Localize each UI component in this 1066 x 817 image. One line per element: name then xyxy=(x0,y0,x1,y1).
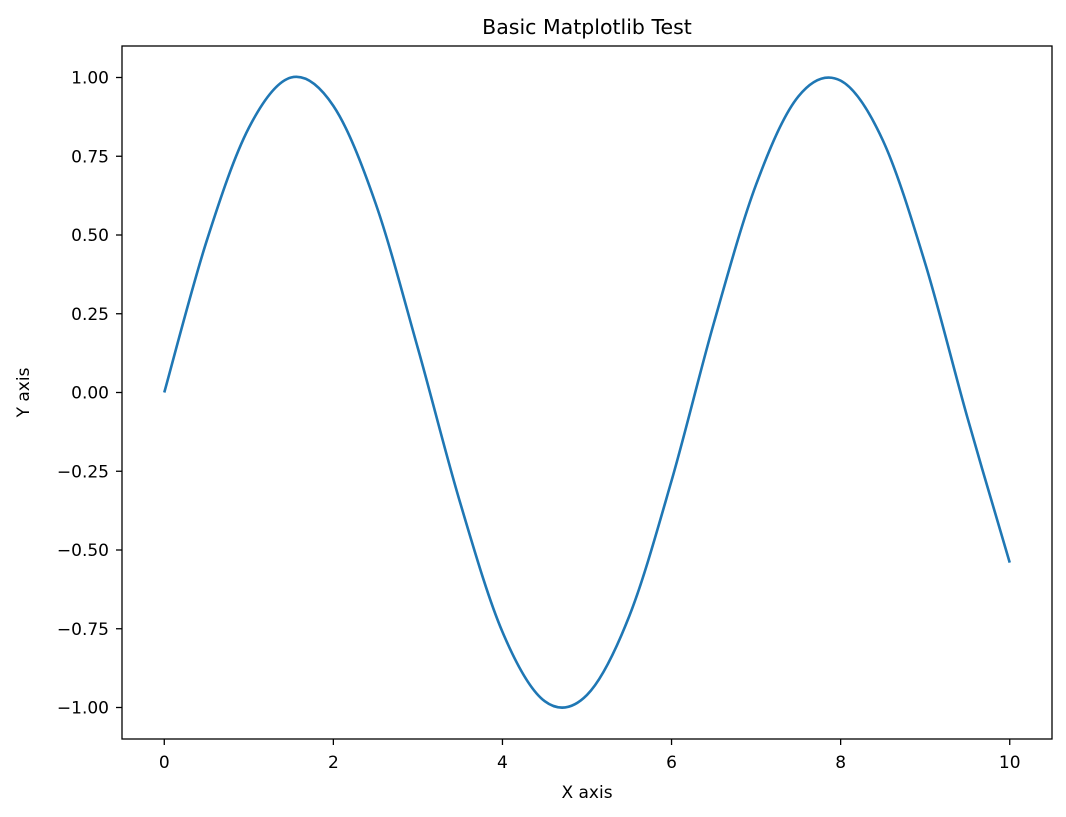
x-tick-label: 6 xyxy=(666,753,677,773)
chart-title: Basic Matplotlib Test xyxy=(482,15,692,39)
y-tick-label: 0.50 xyxy=(71,226,109,246)
y-tick-label: −0.25 xyxy=(57,462,109,482)
y-tick-label: −1.00 xyxy=(57,699,109,719)
y-tick-label: −0.75 xyxy=(57,620,109,640)
x-tick-label: 8 xyxy=(835,753,846,773)
x-tick-label: 0 xyxy=(159,753,170,773)
y-tick-label: 0.00 xyxy=(71,384,109,404)
y-tick-label: −0.50 xyxy=(57,541,109,561)
x-tick-label: 4 xyxy=(497,753,508,773)
y-tick-label: 0.75 xyxy=(71,147,109,167)
x-tick-label: 10 xyxy=(999,753,1021,773)
y-tick-label: 0.25 xyxy=(71,305,109,325)
axes-frame xyxy=(121,45,1053,740)
x-tick-label: 2 xyxy=(328,753,339,773)
series-line-0 xyxy=(163,75,1011,709)
plot-area xyxy=(163,75,1011,709)
y-tick-label: 1.00 xyxy=(71,69,109,89)
axis-ticks: 0 2 4 6 8 10 −1.00 −0.75 −0.50 −0.25 0.00 0.25 0.50 0… xyxy=(57,69,1021,774)
x-axis-label: X axis xyxy=(561,783,612,803)
y-axis-label: Y axis xyxy=(14,367,34,418)
